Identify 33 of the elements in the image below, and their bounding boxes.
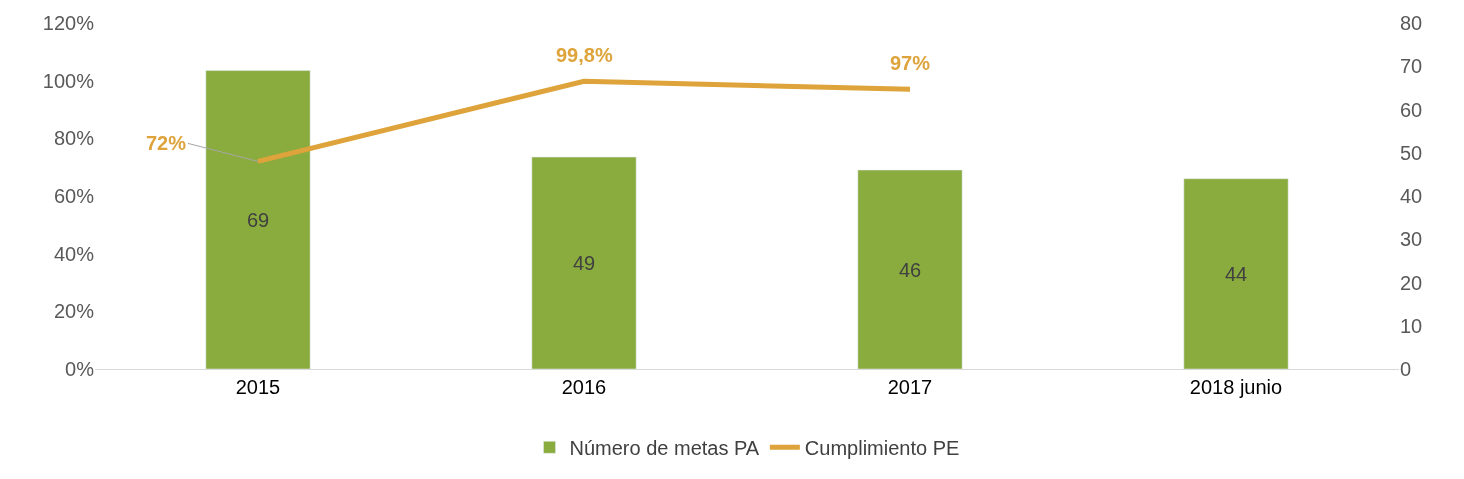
data-label: 46: [898, 258, 922, 281]
y-tick-label: 120%: [42, 12, 95, 34]
y-tick-label: 20%: [53, 300, 95, 323]
x-tick-label: 2015: [235, 376, 281, 398]
x-tick-label: 2017: [887, 376, 933, 398]
y-tick-label: 0%: [65, 358, 95, 380]
y-tick-label: 60%: [53, 185, 95, 207]
y-tick-label: 40%: [53, 242, 95, 265]
bar: [205, 70, 311, 369]
data-label: 97%: [890, 52, 931, 74]
y2-tick-label: 80: [1400, 12, 1423, 34]
y2-tick-label: 0: [1400, 358, 1412, 380]
data-label: 72%: [146, 132, 187, 154]
y2-tick-label: 40: [1400, 185, 1423, 207]
x-tick-label: 2018 junio: [1189, 376, 1283, 398]
y2-tick-label: 20: [1400, 271, 1423, 294]
y-tick-label: 100%: [42, 69, 95, 92]
bar: [531, 156, 637, 369]
y2-tick-label: 70: [1400, 55, 1423, 78]
y2-tick-label: 30: [1400, 228, 1423, 251]
y2-tick-label: 10: [1400, 314, 1423, 337]
y-tick-label: 80%: [53, 127, 95, 150]
data-label: 69: [246, 208, 270, 231]
bar: [857, 169, 963, 369]
x-tick-label: 2016: [561, 376, 607, 398]
data-label: 44: [1224, 262, 1248, 285]
bar: [1183, 178, 1289, 369]
y2-tick-label: 60: [1400, 98, 1423, 121]
data-label: 99,8%: [556, 44, 613, 66]
data-label: 49: [572, 252, 596, 275]
legend-label: Número de metas PA: [569, 437, 760, 460]
y2-tick-label: 50: [1400, 141, 1423, 164]
legend-label: Cumplimiento PE: [804, 437, 960, 460]
